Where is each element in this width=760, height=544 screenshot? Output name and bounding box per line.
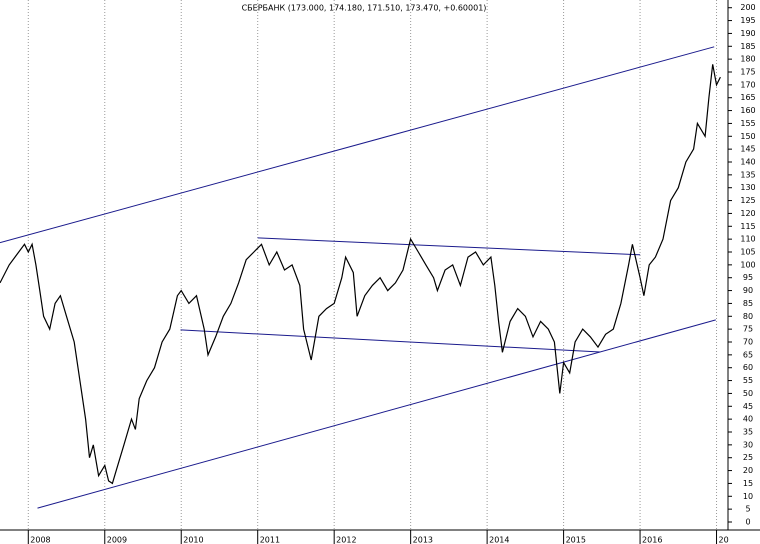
y-tick-label: 80 xyxy=(743,312,753,321)
y-tick-label: 140 xyxy=(740,158,755,167)
x-tick-label: 2014 xyxy=(489,536,509,544)
y-tick-label: 195 xyxy=(740,16,755,25)
y-tick-label: 65 xyxy=(743,350,753,359)
y-tick-label: 200 xyxy=(740,3,755,12)
y-tick-label: 55 xyxy=(743,376,753,385)
y-tick-label: 0 xyxy=(745,518,750,527)
y-tick-label: 75 xyxy=(743,325,753,334)
y-tick-label: 145 xyxy=(740,145,755,154)
chart-title: СБЕРБАНК (173.000, 174.180, 171.510, 173… xyxy=(242,4,487,13)
y-tick-label: 20 xyxy=(743,466,753,475)
y-tick-label: 160 xyxy=(740,106,755,115)
trendline xyxy=(180,329,601,353)
x-tick-label: 2008 xyxy=(30,536,50,544)
y-tick-label: 40 xyxy=(743,415,753,424)
x-tick-label: 2013 xyxy=(413,536,433,544)
x-tick-label: 2015 xyxy=(566,536,586,544)
y-tick-label: 175 xyxy=(740,68,755,77)
y-tick-label: 180 xyxy=(740,55,755,64)
y-tick-label: 10 xyxy=(743,492,753,501)
y-tick-label: 15 xyxy=(743,479,753,488)
y-tick-label: 5 xyxy=(745,505,750,514)
price-line xyxy=(0,64,721,485)
y-tick-label: 115 xyxy=(740,222,755,231)
y-tick-label: 70 xyxy=(743,338,753,347)
y-tick-label: 110 xyxy=(740,235,755,244)
y-tick-label: 35 xyxy=(743,428,753,437)
y-tick-label: 25 xyxy=(743,453,753,462)
y-tick-label: 60 xyxy=(743,363,753,372)
x-tick-label: 20 xyxy=(719,536,729,544)
x-tick-label: 2009 xyxy=(107,536,127,544)
y-tick-label: 125 xyxy=(740,196,755,205)
y-tick-label: 150 xyxy=(740,132,755,141)
x-tick-label: 2016 xyxy=(642,536,662,544)
trendline xyxy=(37,319,716,509)
y-tick-label: 105 xyxy=(740,248,755,257)
y-tick-label: 50 xyxy=(743,389,753,398)
y-tick-label: 30 xyxy=(743,440,753,449)
y-tick-label: 100 xyxy=(740,260,755,269)
trendline xyxy=(257,237,641,256)
y-tick-label: 45 xyxy=(743,402,753,411)
y-tick-label: 95 xyxy=(743,273,753,282)
y-tick-label: 190 xyxy=(740,29,755,38)
y-tick-label: 85 xyxy=(743,299,753,308)
y-tick-label: 135 xyxy=(740,170,755,179)
y-tick-label: 90 xyxy=(743,286,753,295)
trendline xyxy=(0,46,715,244)
x-tick-label: 2012 xyxy=(336,536,356,544)
x-tick-label: 2010 xyxy=(183,536,203,544)
y-tick-label: 170 xyxy=(740,80,755,89)
y-tick-label: 155 xyxy=(740,119,755,128)
y-tick-label: 185 xyxy=(740,42,755,51)
y-tick-label: 130 xyxy=(740,183,755,192)
y-tick-label: 165 xyxy=(740,93,755,102)
x-tick-label: 2011 xyxy=(260,536,280,544)
y-tick-label: 120 xyxy=(740,209,755,218)
